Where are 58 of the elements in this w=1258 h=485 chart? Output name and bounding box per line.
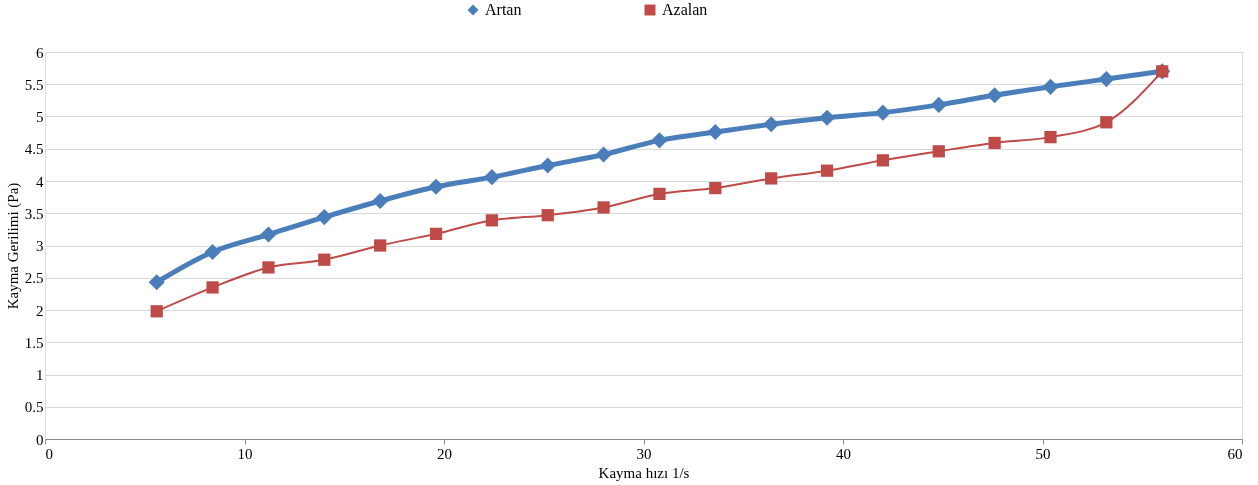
y-tick-label: 0: [36, 431, 44, 448]
y-tick-label: 5: [36, 109, 44, 125]
point: [206, 281, 219, 294]
y-tick-label: 0.5: [24, 399, 44, 416]
point: [988, 136, 1001, 150]
point: [429, 227, 443, 241]
point: [932, 145, 945, 158]
point: [820, 164, 834, 177]
legend-label: Artan: [485, 1, 522, 18]
y-tick-label: 3: [36, 238, 44, 254]
point: [763, 116, 780, 133]
point: [260, 226, 277, 243]
point: [372, 192, 389, 210]
x-tick-label: 60: [1227, 445, 1243, 462]
y-tick-label: 1: [36, 367, 44, 383]
point: [595, 146, 612, 163]
x-axis-title: Kayma hızı 1/s: [598, 464, 690, 481]
x-tick-label: 40: [836, 445, 851, 462]
point: [204, 243, 221, 261]
y-tick-label: 3.5: [24, 205, 44, 222]
point: [374, 239, 387, 252]
point: [1100, 116, 1113, 129]
point: [150, 305, 163, 318]
point: [427, 178, 445, 195]
point: [1098, 71, 1115, 88]
point: [485, 214, 498, 227]
point: [986, 87, 1003, 104]
y-tick-label: 5.5: [24, 76, 44, 93]
point: [539, 157, 556, 174]
point: [1042, 78, 1059, 95]
point: [316, 209, 333, 226]
y-tick-label: 2.5: [24, 270, 44, 287]
y-tick-label: 4: [36, 173, 44, 190]
x-tick-label: 20: [437, 445, 452, 462]
y-axis-title: Kayma Gerilimi (Pa): [4, 182, 22, 310]
point: [541, 209, 554, 222]
point: [651, 132, 668, 149]
y-tick-label: 1.5: [24, 334, 44, 351]
point: [318, 253, 331, 266]
x-tick-label: 30: [636, 445, 652, 462]
y-tick-label: 4.5: [24, 141, 44, 158]
legend-label: Azalan: [662, 1, 708, 18]
x-tick-label: 50: [1035, 445, 1051, 462]
point: [148, 274, 165, 291]
y-tick-label: 6: [36, 44, 44, 61]
point: [874, 104, 891, 121]
point: [930, 96, 947, 113]
point: [653, 187, 666, 201]
point: [1044, 131, 1057, 144]
point: [707, 123, 724, 141]
point: [765, 172, 778, 185]
point: [483, 169, 500, 186]
point: [876, 154, 890, 167]
point: [597, 201, 610, 214]
point: [262, 261, 275, 274]
x-tick-label: 10: [237, 445, 253, 462]
y-tick-label: 2: [36, 302, 44, 319]
point: [709, 181, 722, 195]
